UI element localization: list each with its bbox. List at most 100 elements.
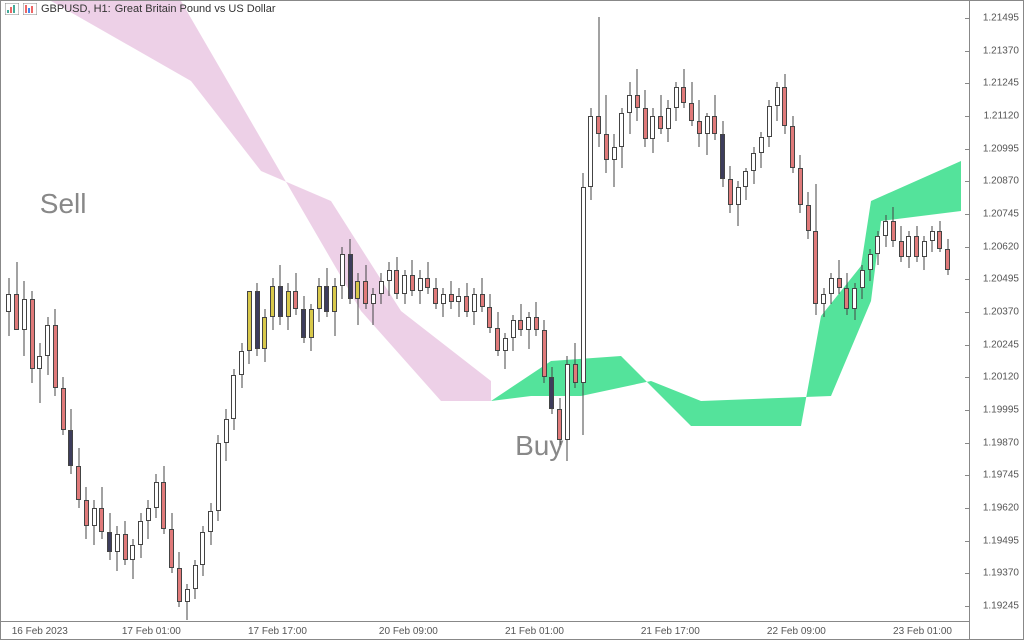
candlestick (837, 260, 842, 294)
candlestick (650, 108, 655, 152)
candlestick (674, 82, 679, 121)
price-tick-mark (965, 377, 969, 378)
price-tick: 1.21370 (983, 45, 1019, 56)
candlestick (107, 513, 112, 560)
candlestick (30, 291, 35, 382)
candlestick (262, 309, 267, 361)
candlestick (6, 278, 11, 335)
candlestick (14, 262, 19, 314)
candlestick (68, 409, 73, 474)
price-tick-mark (965, 116, 969, 117)
price-tick: 1.21120 (984, 110, 1019, 121)
price-tick-mark (965, 573, 969, 574)
candlestick (371, 288, 376, 325)
candlestick (309, 304, 314, 351)
chart-container[interactable]: GBPUSD, H1: Great Britain Pound vs US Do… (0, 0, 1024, 640)
price-tick-mark (965, 51, 969, 52)
price-tick: 1.21245 (983, 78, 1019, 89)
candlestick (751, 147, 756, 184)
candlestick (518, 304, 523, 335)
price-tick-mark (965, 247, 969, 248)
candlestick (286, 283, 291, 330)
price-tick: 1.19245 (983, 601, 1019, 612)
candlestick (92, 500, 97, 544)
candlestick (829, 273, 834, 304)
candlestick (355, 273, 360, 325)
time-tick: 22 Feb 09:00 (767, 626, 826, 637)
candlestick (581, 173, 586, 434)
candlestick (891, 207, 896, 246)
candlestick (146, 500, 151, 539)
candlestick (945, 239, 950, 276)
candlestick (542, 320, 547, 383)
candlestick (348, 239, 353, 304)
candlestick (224, 409, 229, 461)
candlestick (720, 121, 725, 186)
candlestick (728, 166, 733, 213)
buy-signal-label: Buy (515, 430, 563, 462)
candlestick (433, 278, 438, 309)
price-tick-mark (965, 410, 969, 411)
candlestick (45, 317, 50, 374)
candlestick (418, 270, 423, 304)
price-tick: 1.20245 (983, 339, 1019, 350)
candlestick (161, 466, 166, 534)
candlestick (441, 288, 446, 317)
price-tick-mark (965, 214, 969, 215)
candlestick (627, 82, 632, 134)
candlestick (402, 270, 407, 304)
candlestick (208, 503, 213, 545)
candlestick (852, 283, 857, 320)
price-tick: 1.20495 (983, 274, 1019, 285)
candlestick (464, 283, 469, 317)
price-tick: 1.20620 (983, 241, 1019, 252)
candlestick (138, 513, 143, 557)
price-tick-mark (965, 508, 969, 509)
price-tick: 1.20870 (983, 176, 1019, 187)
candlestick (759, 132, 764, 169)
candlestick (604, 95, 609, 173)
candlestick (914, 226, 919, 263)
candlestick (588, 108, 593, 199)
price-tick-mark (965, 541, 969, 542)
plot-area[interactable]: Sell Buy (1, 1, 969, 621)
price-tick-mark (965, 18, 969, 19)
candlestick (503, 333, 508, 370)
candlestick (743, 168, 748, 199)
candlestick (821, 288, 826, 317)
price-tick-mark (965, 345, 969, 346)
price-tick: 1.19995 (983, 405, 1019, 416)
candlestick (681, 69, 686, 108)
candlestick (278, 265, 283, 325)
candlestick (37, 343, 42, 403)
candlestick (193, 560, 198, 599)
chart-type-icon-1 (5, 3, 19, 15)
candlestick (410, 260, 415, 297)
candlestick (619, 108, 624, 168)
candlestick (123, 521, 128, 565)
candlestick (130, 539, 135, 578)
candlestick (425, 262, 430, 293)
candlestick (782, 74, 787, 134)
candlestick (239, 343, 244, 387)
candlestick (736, 181, 741, 225)
candlestick (906, 231, 911, 268)
time-tick: 17 Feb 01:00 (122, 626, 181, 637)
candlestick (883, 215, 888, 246)
price-tick: 1.20120 (983, 372, 1019, 383)
candlestick (712, 95, 717, 139)
time-tick: 20 Feb 09:00 (379, 626, 438, 637)
candlestick (61, 377, 66, 434)
candlestick (340, 247, 345, 299)
candlestick (922, 236, 927, 270)
price-tick: 1.21495 (983, 12, 1019, 23)
chart-type-icon-2 (23, 3, 37, 15)
candlestick (200, 526, 205, 576)
candlestick (472, 288, 477, 325)
candlestick (177, 552, 182, 607)
time-tick: 21 Feb 17:00 (641, 626, 700, 637)
candlestick (169, 513, 174, 573)
price-tick-mark (965, 475, 969, 476)
candlestick (394, 257, 399, 299)
candlestick (937, 221, 942, 252)
